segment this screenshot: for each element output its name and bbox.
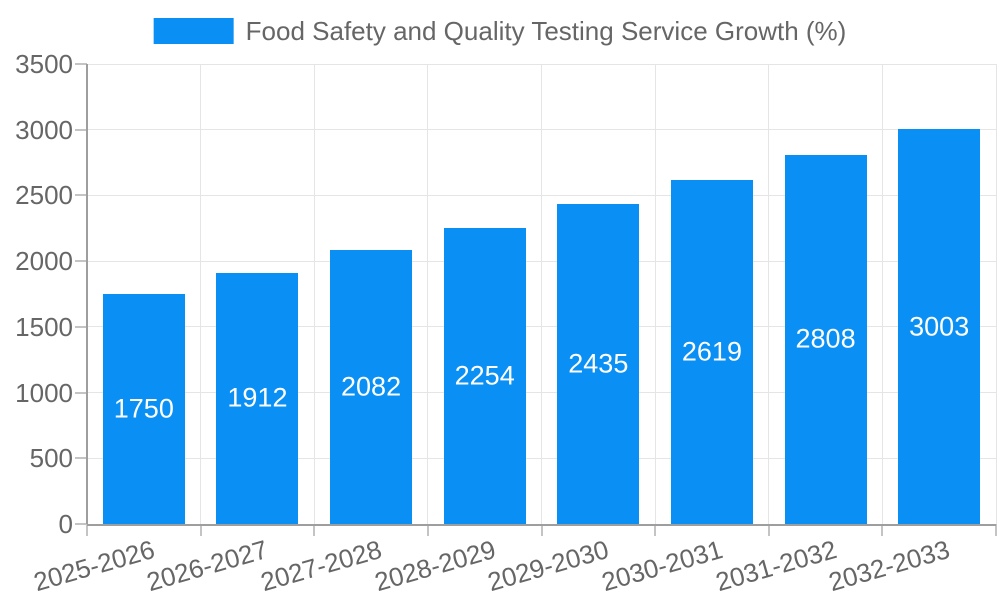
bar-value-label: 2435: [568, 348, 629, 379]
bar[interactable]: [216, 272, 299, 524]
bar[interactable]: [443, 227, 526, 524]
v-gridline: [881, 64, 883, 524]
bar-value-label: 3003: [909, 311, 970, 342]
bar-value-label: 2082: [341, 371, 402, 402]
bar-value-label: 2619: [681, 336, 742, 367]
x-axis-label: 2029-2030: [484, 534, 613, 598]
y-axis-label: 1500: [15, 311, 73, 342]
y-tick-mark: [75, 128, 87, 131]
x-tick-mark: [654, 524, 657, 536]
y-tick-mark: [75, 391, 87, 394]
v-gridline: [995, 64, 997, 524]
v-gridline: [654, 64, 656, 524]
y-axis-label: 0: [58, 509, 73, 539]
x-tick-mark: [767, 524, 770, 536]
bar[interactable]: [670, 179, 753, 524]
y-axis-label: 2000: [15, 246, 73, 277]
bar-value-label: 1912: [227, 382, 288, 413]
y-axis-line: [86, 64, 88, 524]
bar[interactable]: [784, 154, 867, 524]
y-axis-label: 3500: [15, 49, 73, 79]
x-tick-mark: [199, 524, 202, 536]
bar[interactable]: [557, 203, 640, 524]
y-tick-mark: [75, 457, 87, 460]
x-tick-mark: [540, 524, 543, 536]
x-tick-mark: [86, 524, 88, 536]
x-axis-label: 2030-2031: [598, 534, 726, 598]
bar-value-label: 1750: [113, 393, 174, 424]
x-axis-label: 2031-2032: [711, 534, 840, 598]
y-tick-mark: [75, 63, 87, 65]
v-gridline: [427, 64, 429, 524]
x-axis-label: 2027-2028: [257, 534, 386, 598]
y-axis-label: 500: [29, 443, 73, 474]
x-axis-label: 2032-2033: [825, 534, 954, 598]
y-tick-mark: [75, 260, 87, 263]
v-gridline: [541, 64, 542, 524]
x-tick-mark: [995, 524, 997, 536]
legend-label: Food Safety and Quality Testing Service …: [245, 16, 847, 46]
y-axis-label: 3000: [15, 114, 73, 145]
v-gridline: [768, 64, 770, 524]
legend-swatch[interactable]: [153, 18, 234, 44]
y-axis-label: 1000: [15, 377, 73, 408]
legend[interactable]: Food Safety and Quality Testing Service …: [153, 16, 847, 46]
bar-value-label: 2808: [795, 323, 856, 354]
x-tick-mark: [881, 524, 884, 536]
bar[interactable]: [102, 294, 185, 524]
y-tick-mark: [75, 325, 87, 328]
bar[interactable]: [898, 129, 981, 524]
x-tick-mark: [426, 524, 429, 536]
x-tick-mark: [313, 524, 316, 536]
y-tick-mark: [75, 194, 87, 197]
v-gridline: [200, 64, 202, 524]
v-gridline: [313, 64, 315, 524]
y-axis-label: 2500: [15, 180, 73, 211]
bar-value-label: 2254: [454, 360, 515, 391]
x-axis-label: 2026-2027: [143, 534, 272, 598]
bar[interactable]: [330, 250, 413, 524]
x-axis-label: 2025-2026: [30, 534, 158, 598]
y-tick-mark: [75, 523, 87, 525]
x-axis-label: 2028-2029: [370, 534, 499, 598]
x-axis-line: [87, 524, 996, 526]
